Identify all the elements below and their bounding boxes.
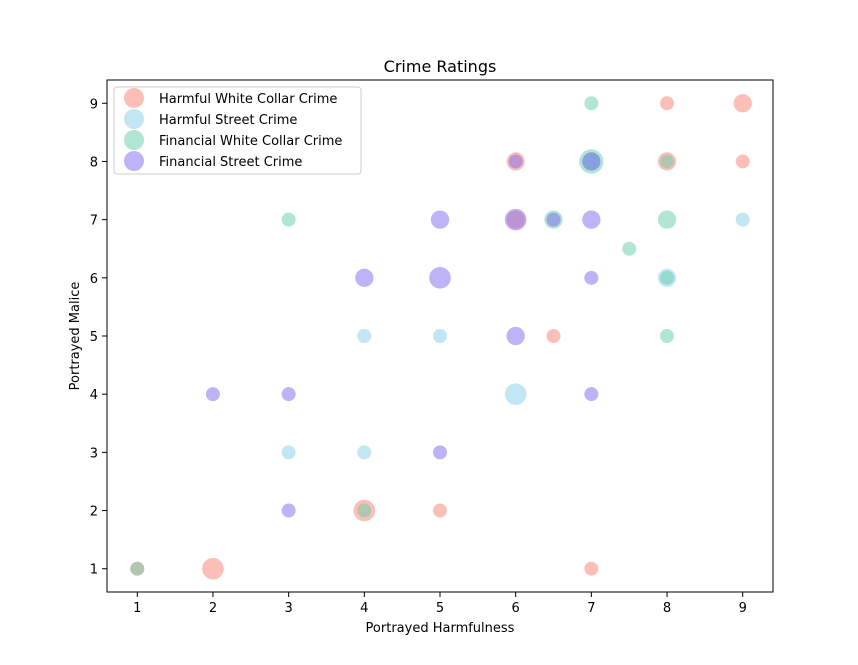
data-point-series-2 — [657, 210, 677, 229]
y-tick-label: 3 — [90, 446, 98, 461]
data-point-series-0 — [202, 557, 224, 580]
y-axis: 1 2 3 4 5 6 7 8 9 — [90, 97, 107, 578]
data-point-series-3 — [281, 387, 296, 402]
data-point-series-3 — [584, 387, 599, 402]
x-tick-label: 6 — [512, 601, 520, 616]
y-tick-label: 2 — [90, 505, 98, 520]
data-point-series-3 — [582, 210, 601, 229]
data-point-series-3 — [504, 208, 527, 231]
x-axis: 1 2 3 4 5 6 7 8 9 — [133, 592, 747, 616]
data-point-series-1 — [735, 212, 750, 227]
legend-label-financial-street: Financial Street Crime — [159, 155, 302, 170]
x-axis-title: Portrayed Harmfulness — [366, 621, 515, 636]
legend-marker-financial-street — [124, 151, 144, 171]
data-point-series-0 — [546, 329, 561, 343]
data-point-series-1 — [357, 445, 372, 460]
data-point-series-2 — [281, 212, 296, 227]
data-point-series-3 — [584, 270, 599, 285]
y-tick-label: 7 — [90, 214, 98, 229]
y-tick-label: 8 — [90, 155, 98, 170]
y-tick-label: 5 — [90, 330, 98, 345]
y-tick-label: 9 — [90, 97, 98, 112]
data-point-series-0 — [733, 94, 752, 113]
y-tick-label: 4 — [90, 388, 98, 403]
x-tick-label: 2 — [209, 601, 217, 616]
x-tick-label: 5 — [436, 601, 444, 616]
data-point-series-1 — [281, 445, 296, 460]
data-point-series-3 — [546, 212, 561, 227]
y-tick-label: 1 — [90, 563, 98, 578]
data-point-series-3 — [582, 152, 601, 171]
legend-label-harmful-white-collar: Harmful White Collar Crime — [159, 92, 337, 107]
points-layer — [130, 94, 752, 580]
data-point-series-3 — [281, 503, 296, 518]
legend-marker-financial-white-collar — [124, 130, 144, 150]
data-point-series-2 — [660, 270, 675, 285]
legend-marker-harmful-street — [124, 109, 144, 129]
data-point-series-0 — [433, 503, 447, 518]
data-point-series-2 — [622, 241, 637, 256]
data-point-series-3 — [433, 445, 447, 460]
data-point-series-2 — [660, 154, 675, 169]
data-point-series-1 — [433, 329, 447, 343]
chart-title: Crime Ratings — [384, 57, 497, 76]
data-point-series-3 — [508, 154, 523, 169]
x-tick-label: 9 — [739, 601, 747, 616]
x-tick-label: 4 — [360, 601, 368, 616]
data-point-series-2 — [357, 503, 372, 518]
data-point-series-1 — [357, 329, 372, 343]
x-tick-label: 1 — [133, 601, 141, 616]
x-tick-label: 3 — [284, 601, 292, 616]
x-tick-label: 7 — [587, 601, 595, 616]
data-point-series-2 — [130, 561, 145, 576]
data-point-series-2 — [660, 329, 675, 343]
y-axis-title: Portrayed Malice — [68, 282, 83, 391]
data-point-series-2 — [584, 96, 599, 111]
data-point-series-1 — [504, 383, 527, 405]
data-point-series-3 — [355, 268, 374, 287]
data-point-series-3 — [205, 387, 220, 402]
data-point-series-0 — [735, 154, 750, 169]
data-point-series-3 — [430, 210, 450, 229]
data-point-series-3 — [506, 326, 525, 346]
data-point-series-0 — [660, 96, 675, 111]
data-point-series-3 — [429, 267, 451, 289]
x-tick-label: 8 — [663, 601, 671, 616]
legend-box — [113, 86, 362, 175]
data-point-series-0 — [584, 561, 599, 576]
legend: Harmful White Collar Crime Harmful Stree… — [113, 86, 362, 175]
legend-marker-harmful-white-collar — [124, 88, 144, 108]
legend-label-harmful-street: Harmful Street Crime — [159, 113, 297, 128]
y-tick-label: 6 — [90, 272, 98, 287]
legend-label-financial-white-collar: Financial White Collar Crime — [159, 134, 342, 149]
